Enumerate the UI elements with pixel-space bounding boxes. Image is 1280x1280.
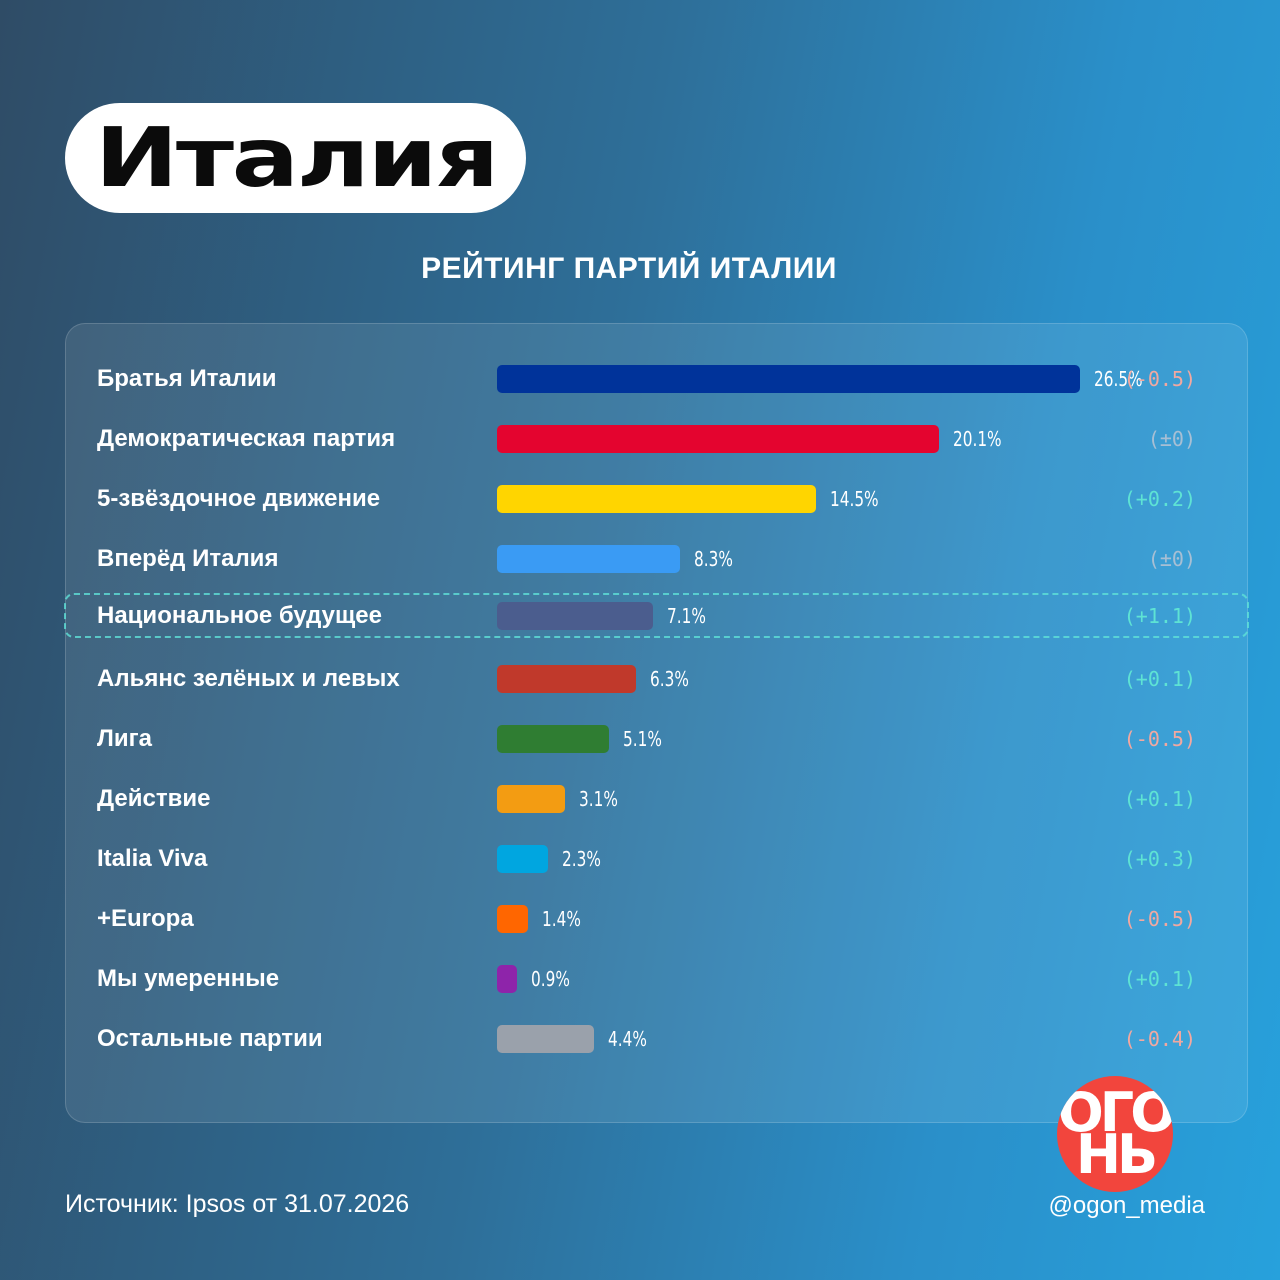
change-label: (+0.2) — [1123, 487, 1196, 511]
bar-row: Альянс зелёных и левых 6.3% (+0.1) — [65, 657, 1248, 701]
change-label: (±0) — [1147, 547, 1196, 571]
change-label: (-0.5) — [1123, 727, 1196, 751]
value-label: 2.3% — [561, 847, 601, 871]
bar — [497, 545, 680, 573]
change-label: (-0.5) — [1123, 367, 1196, 391]
bar-row: Мы умеренные 0.9% (+0.1) — [65, 957, 1248, 1001]
bar-row: +Europa 1.4% (-0.5) — [65, 897, 1248, 941]
ogon-logo: ОГО НЬ — [1057, 1076, 1173, 1192]
change-label: (±0) — [1147, 427, 1196, 451]
bar — [497, 785, 566, 813]
value-label: 20.1% — [953, 427, 1002, 451]
party-label: Вперёд Италия — [97, 545, 279, 572]
change-label: (+0.1) — [1123, 787, 1196, 811]
change-label: (+0.3) — [1123, 847, 1196, 871]
party-label: Демократическая партия — [97, 425, 396, 452]
party-label: +Europa — [97, 905, 194, 932]
party-label: Альянс зелёных и левых — [97, 665, 400, 692]
bar-row: Демократическая партия 20.1% (±0) — [65, 417, 1248, 461]
change-label: (-0.5) — [1123, 907, 1196, 931]
party-label: Братья Италии — [97, 365, 277, 392]
value-label: 5.1% — [623, 727, 663, 751]
party-label: Национальное будущее — [97, 602, 382, 629]
bar — [497, 1025, 594, 1053]
change-label: (+1.1) — [1123, 604, 1196, 628]
value-label: 26.5% — [1094, 367, 1143, 391]
party-label: 5-звёздочное движение — [97, 485, 381, 512]
change-label: (-0.4) — [1123, 1027, 1196, 1051]
bar — [497, 725, 610, 753]
party-label: Остальные партии — [97, 1025, 323, 1052]
value-label: 14.5% — [830, 487, 879, 511]
party-label: Italia Viva — [97, 845, 208, 872]
highlight-frame — [64, 593, 1249, 638]
source-note: Источник: Ipsos от 31.07.2026 — [65, 1190, 410, 1218]
party-label: Мы умеренные — [97, 965, 280, 992]
bar — [497, 665, 636, 693]
chart-card — [65, 323, 1248, 1123]
bar — [497, 485, 816, 513]
value-label: 8.3% — [693, 547, 733, 571]
bar — [497, 365, 1080, 393]
value-label: 3.1% — [579, 787, 619, 811]
social-handle[interactable]: @ogon_media — [1048, 1192, 1205, 1219]
country-title: Италия — [94, 110, 499, 206]
change-label: (+0.1) — [1123, 667, 1196, 691]
chart-title: РЕЙТИНГ ПАРТИЙ ИТАЛИИ — [421, 252, 837, 285]
value-label: 0.9% — [530, 967, 570, 991]
bar — [497, 602, 654, 630]
bar — [497, 425, 940, 453]
party-label: Лига — [97, 725, 152, 752]
value-label: 1.4% — [541, 907, 581, 931]
bar — [497, 845, 548, 873]
bar-row: Лига 5.1% (-0.5) — [65, 717, 1248, 761]
bar-row: Братья Италии 26.5% (-0.5) — [65, 357, 1248, 401]
bar-row: 5-звёздочное движение 14.5% (+0.2) — [65, 477, 1248, 521]
bar-row: Вперёд Италия 8.3% (±0) — [65, 537, 1248, 581]
bar-row: Italia Viva 2.3% (+0.3) — [65, 837, 1248, 881]
logo-line-2: НЬ — [1075, 1123, 1158, 1186]
bar-row: Национальное будущее 7.1% (+1.1) — [65, 594, 1248, 638]
value-label: 6.3% — [649, 667, 689, 691]
party-label: Действие — [97, 785, 211, 812]
bar — [497, 905, 528, 933]
value-label: 7.1% — [667, 604, 707, 628]
country-title-pill: Италия — [65, 103, 526, 213]
bar-row: Действие 3.1% (+0.1) — [65, 777, 1248, 821]
value-label: 4.4% — [607, 1027, 647, 1051]
logo-line-1: ОГО — [1057, 1080, 1173, 1144]
bar-row: Остальные партии 4.4% (-0.4) — [65, 1017, 1248, 1061]
change-label: (+0.1) — [1123, 967, 1196, 991]
bar — [497, 965, 517, 993]
